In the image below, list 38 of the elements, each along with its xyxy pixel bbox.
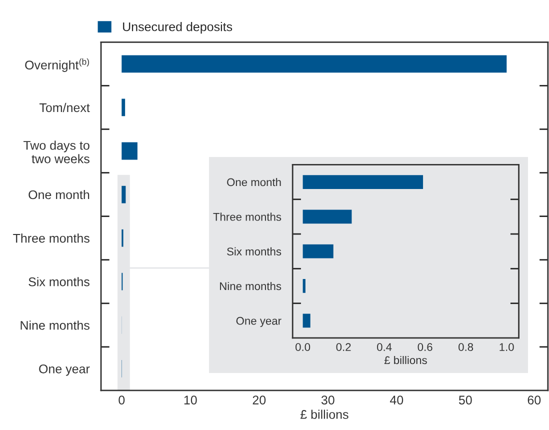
y-tick-label: One month <box>28 190 90 200</box>
y-tick-label: Three months <box>213 212 282 221</box>
bar <box>122 142 138 160</box>
y-tick-label: Tom/next <box>39 102 90 112</box>
y-tick-label: Three months <box>13 234 90 243</box>
bar <box>302 244 334 258</box>
y-tick-label: Six months <box>227 247 282 256</box>
y-tick-label: One month <box>227 178 281 186</box>
bar <box>302 279 306 293</box>
bar <box>122 98 126 116</box>
bar <box>122 55 507 73</box>
x-tick-label: 40 <box>390 396 404 404</box>
y-tick-label: Two days to two weeks <box>23 140 90 164</box>
x-tick-label: 0.8 <box>458 343 474 352</box>
bar <box>302 175 424 189</box>
y-tick-label: Nine months <box>20 320 90 330</box>
x-tick-label: 0.2 <box>336 343 351 352</box>
x-tick-label: 0 <box>118 396 125 404</box>
x-tick-label: 50 <box>458 396 472 404</box>
x-tick-label: 0.0 <box>296 343 310 352</box>
x-axis-title: £ billions <box>300 410 348 419</box>
x-tick-label: 0.4 <box>377 343 392 352</box>
x-tick-label: 20 <box>252 396 266 404</box>
bar <box>122 186 126 204</box>
x-tick-label: 60 <box>528 396 541 404</box>
y-tick-label: Overnight$^{(b)}$ <box>25 58 89 72</box>
x-tick-label: 30 <box>321 396 334 404</box>
bar <box>302 314 310 328</box>
y-tick-label: One year <box>39 364 90 376</box>
bar <box>302 210 352 224</box>
y-tick-label: One year <box>236 316 282 327</box>
x-tick-label: 1.0 <box>500 343 514 352</box>
x-tick-label: 0.6 <box>418 343 432 352</box>
y-tick-label: Nine months <box>220 282 282 290</box>
x-axis-title: £ billions <box>384 356 427 364</box>
x-tick-label: 10 <box>184 396 197 404</box>
legend-label: Unsecured deposits <box>123 22 232 34</box>
y-tick-label: Six months <box>28 277 90 286</box>
